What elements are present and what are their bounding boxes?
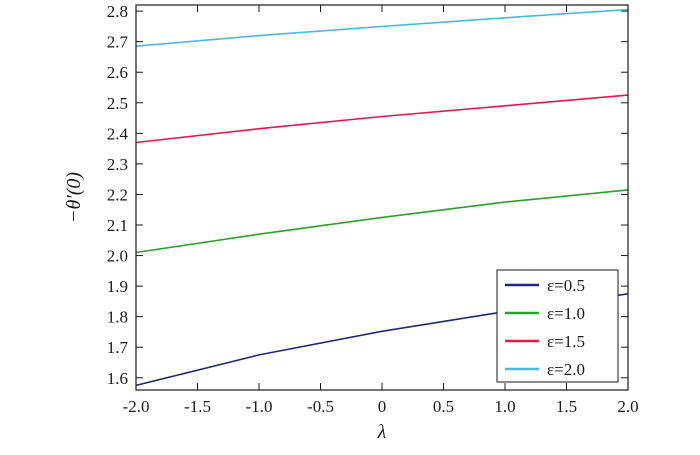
x-tick-label: -0.5: [307, 397, 334, 416]
y-tick-label: 2.4: [107, 124, 129, 143]
x-tick-label: -1.0: [246, 397, 273, 416]
legend-label-3: ε=2.0: [547, 360, 585, 379]
y-tick-label: 2.8: [107, 2, 128, 21]
legend-label-2: ε=1.5: [547, 332, 585, 351]
x-tick-label: -1.5: [184, 397, 211, 416]
series-layer: [135, 8, 629, 387]
x-tick-label: 1.5: [556, 397, 577, 416]
y-tick-label: 1.6: [107, 369, 128, 388]
y-tick-label: 1.7: [107, 338, 129, 357]
y-tick-label: 1.9: [107, 277, 128, 296]
y-tick-label: 2.1: [107, 216, 128, 235]
y-tick-label: 2.7: [107, 33, 129, 52]
x-tick-label: 1.0: [494, 397, 515, 416]
plot-frame: [135, 4, 629, 391]
legend-label-0: ε=0.5: [547, 276, 585, 295]
x-tick-label: -2.0: [123, 397, 150, 416]
x-tick-label: 2.0: [617, 397, 638, 416]
series-line-3: [135, 8, 629, 47]
y-axis-title: −θ′(0): [63, 172, 85, 223]
y-tick-label: 2.0: [107, 247, 128, 266]
y-tick-label: 2.3: [107, 155, 128, 174]
x-tick-label: 0.5: [433, 397, 454, 416]
series-line-2: [135, 94, 629, 144]
y-tick-label: 1.8: [107, 308, 128, 327]
legend-label-1: ε=1.0: [547, 304, 585, 323]
y-tick-label: 2.6: [107, 63, 128, 82]
ticks-layer: -2.0 -1.5 -1.0 -0.5 0 0.5 1.0 1.5 2.0 1.6 1.7 1.8 1.…: [107, 2, 639, 416]
y-tick-label: 2.2: [107, 185, 128, 204]
y-tick-label: 2.5: [107, 94, 128, 113]
x-axis-title: λ: [377, 421, 387, 443]
series-line-1: [135, 189, 629, 254]
x-tick-label: 0: [378, 397, 387, 416]
legend: ε=0.5 ε=1.0 ε=1.5 ε=2.0: [496, 269, 619, 383]
legend-box: [496, 269, 619, 383]
